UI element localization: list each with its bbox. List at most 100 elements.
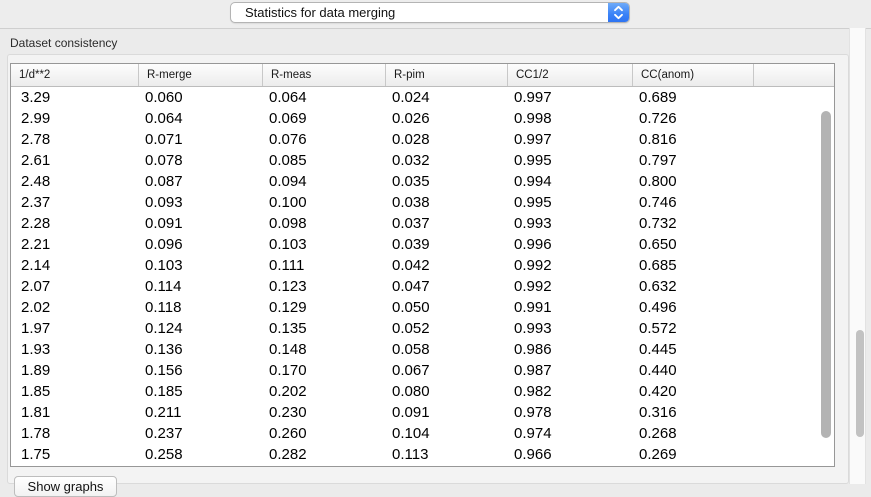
table-cell: 1.78	[21, 425, 51, 442]
table-cell: 0.816	[639, 131, 677, 148]
table-cell: 0.268	[639, 425, 677, 442]
table-cell: 2.14	[21, 257, 51, 274]
table-cell: 0.050	[392, 299, 430, 316]
table-cell: 1.89	[21, 362, 51, 379]
table-row[interactable]: 1.93 0.136 0.148 0.058 0.986 0.445	[11, 339, 834, 360]
table-row[interactable]: 3.29 0.060 0.064 0.024 0.997 0.689	[11, 87, 834, 108]
table-cell: 1.85	[21, 383, 51, 400]
table-cell: 0.998	[514, 110, 552, 127]
column-header[interactable]: R-pim	[386, 64, 508, 86]
table-cell: 0.685	[639, 257, 677, 274]
table-row[interactable]: 2.48 0.087 0.094 0.035 0.994 0.800	[11, 171, 834, 192]
show-graphs-button[interactable]: Show graphs	[14, 476, 117, 497]
table-cell: 0.316	[639, 404, 677, 421]
table-cell: 0.445	[639, 341, 677, 358]
table-cell: 0.237	[145, 425, 183, 442]
table-cell: 0.982	[514, 383, 552, 400]
table-cell: 1.97	[21, 320, 51, 337]
column-header[interactable]: 1/d**2	[11, 64, 139, 86]
table-cell: 0.076	[269, 131, 307, 148]
table-cell: 0.136	[145, 341, 183, 358]
table-cell: 2.61	[21, 152, 51, 169]
statistics-table: 1/d**2 R-merge R-meas R-pim CC1/2 CC(anom) 3.…	[10, 63, 835, 467]
statistics-type-dropdown[interactable]: Statistics for data merging	[230, 2, 630, 23]
table-cell: 0.100	[269, 194, 307, 211]
table-cell: 0.420	[639, 383, 677, 400]
table-cell: 2.07	[21, 278, 51, 295]
table-row[interactable]: 1.97 0.124 0.135 0.052 0.993 0.572	[11, 318, 834, 339]
table-cell: 0.113	[392, 446, 429, 463]
table-row[interactable]: 2.61 0.078 0.085 0.032 0.995 0.797	[11, 150, 834, 171]
table-cell: 0.211	[145, 404, 182, 421]
table-cell: 0.093	[145, 194, 183, 211]
table-cell: 0.202	[269, 383, 307, 400]
table-cell: 0.997	[514, 131, 552, 148]
table-cell: 0.032	[392, 152, 430, 169]
column-header[interactable]: CC(anom)	[633, 64, 754, 86]
table-cell: 0.170	[269, 362, 307, 379]
table-cell: 0.124	[145, 320, 183, 337]
table-cell: 2.37	[21, 194, 51, 211]
table-cell: 0.078	[145, 152, 183, 169]
column-header[interactable]: R-meas	[263, 64, 386, 86]
table-cell: 0.098	[269, 215, 307, 232]
groupbox-title: Dataset consistency	[10, 36, 118, 50]
table-cell: 0.746	[639, 194, 677, 211]
table-row[interactable]: 1.89 0.156 0.170 0.067 0.987 0.440	[11, 360, 834, 381]
column-header[interactable]: CC1/2	[508, 64, 633, 86]
table-cell: 0.156	[145, 362, 183, 379]
table-row[interactable]: 1.75 0.258 0.282 0.113 0.966 0.269	[11, 444, 834, 465]
table-cell: 0.496	[639, 299, 677, 316]
table-cell: 0.094	[269, 173, 307, 190]
table-cell: 0.996	[514, 236, 552, 253]
table-cell: 0.650	[639, 236, 677, 253]
table-cell: 0.024	[392, 89, 430, 106]
table-vertical-scrollbar-thumb[interactable]	[821, 111, 831, 438]
table-cell: 0.995	[514, 194, 552, 211]
table-cell: 1.75	[21, 446, 51, 463]
column-header[interactable]: R-merge	[139, 64, 263, 86]
table-cell: 0.978	[514, 404, 552, 421]
table-row[interactable]: 2.37 0.093 0.100 0.038 0.995 0.746	[11, 192, 834, 213]
table-row[interactable]: 2.99 0.064 0.069 0.026 0.998 0.726	[11, 108, 834, 129]
table-cell: 0.129	[269, 299, 307, 316]
table-cell: 0.103	[269, 236, 307, 253]
table-row[interactable]: 2.02 0.118 0.129 0.050 0.991 0.496	[11, 297, 834, 318]
table-cell: 0.069	[269, 110, 307, 127]
window-scrollbar-thumb[interactable]	[856, 330, 864, 437]
table-cell: 0.123	[269, 278, 307, 295]
table-cell: 2.99	[21, 110, 51, 127]
table-cell: 0.135	[269, 320, 307, 337]
table-cell: 0.064	[269, 89, 307, 106]
table-cell: 0.067	[392, 362, 430, 379]
table-cell: 0.258	[145, 446, 183, 463]
column-header-filler	[754, 64, 834, 86]
table-cell: 0.060	[145, 89, 183, 106]
table-cell: 2.78	[21, 131, 51, 148]
table-row[interactable]: 2.28 0.091 0.098 0.037 0.993 0.732	[11, 213, 834, 234]
table-cell: 0.118	[145, 299, 182, 316]
table-cell: 0.994	[514, 173, 552, 190]
table-cell: 0.997	[514, 89, 552, 106]
table-cell: 0.111	[269, 257, 305, 274]
table-cell: 2.21	[21, 236, 51, 253]
table-row[interactable]: 1.85 0.185 0.202 0.080 0.982 0.420	[11, 381, 834, 402]
table-row[interactable]: 2.07 0.114 0.123 0.047 0.992 0.632	[11, 276, 834, 297]
table-cell: 0.440	[639, 362, 677, 379]
table-row[interactable]: 2.21 0.096 0.103 0.039 0.996 0.650	[11, 234, 834, 255]
table-row[interactable]: 1.81 0.211 0.230 0.091 0.978 0.316	[11, 402, 834, 423]
table-cell: 1.81	[21, 404, 51, 421]
table-cell: 0.042	[392, 257, 430, 274]
table-cell: 0.992	[514, 257, 552, 274]
table-cell: 0.080	[392, 383, 430, 400]
table-cell: 0.282	[269, 446, 307, 463]
table-cell: 0.039	[392, 236, 430, 253]
table-cell: 0.269	[639, 446, 677, 463]
table-header-row: 1/d**2 R-merge R-meas R-pim CC1/2 CC(anom)	[11, 64, 834, 87]
table-row[interactable]: 2.78 0.071 0.076 0.028 0.997 0.816	[11, 129, 834, 150]
table-row[interactable]: 1.78 0.237 0.260 0.104 0.974 0.268	[11, 423, 834, 444]
dropdown-selected-label: Statistics for data merging	[245, 5, 396, 20]
table-cell: 0.026	[392, 110, 430, 127]
table-cell: 0.091	[392, 404, 430, 421]
table-row[interactable]: 2.14 0.103 0.111 0.042 0.992 0.685	[11, 255, 834, 276]
